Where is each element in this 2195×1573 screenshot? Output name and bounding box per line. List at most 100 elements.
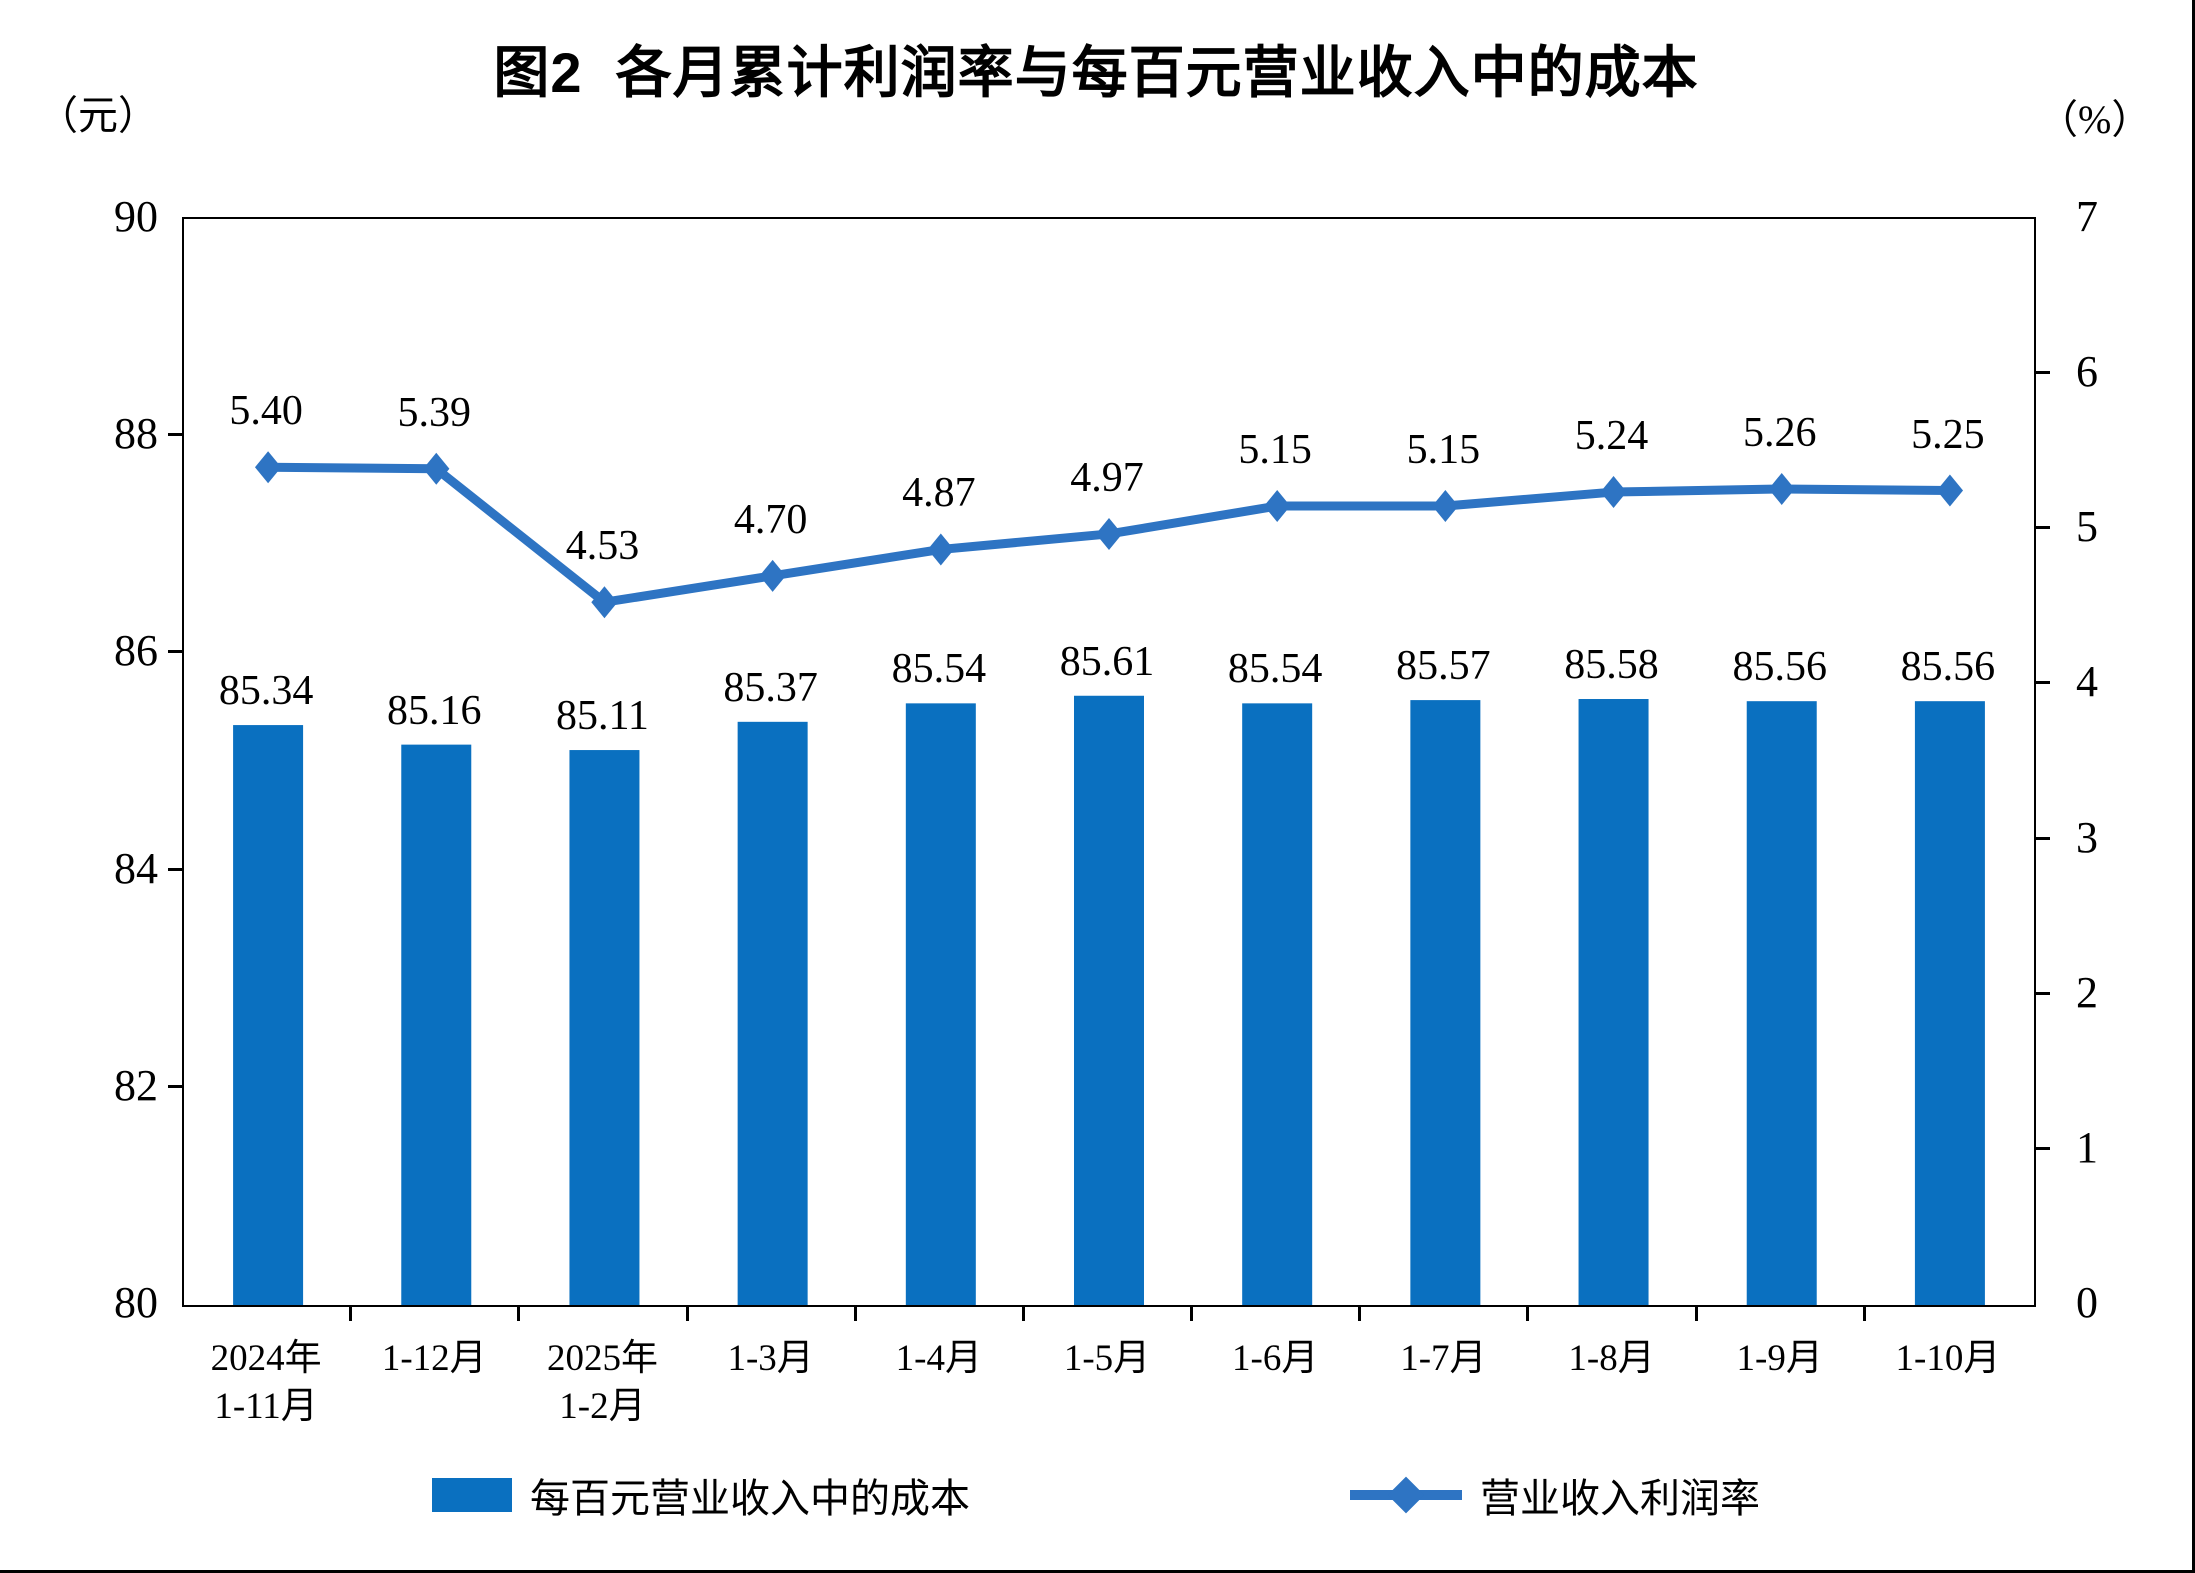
line-marker-icon [1432,490,1459,523]
bar-value-label: 85.61 [1059,638,1155,685]
line-value-label: 5.25 [1911,411,1985,458]
left-axis-tick [168,867,182,871]
right-axis-tick-label: 7 [2076,192,2098,241]
x-axis-category-line: 1-6月 [1232,1338,1319,1379]
right-axis-unit: （%） [2038,97,2152,142]
bar-value-label: 85.54 [1227,646,1323,693]
line-marker-icon [1264,490,1291,523]
x-axis-category-line: 1-10月 [1895,1338,2001,1379]
x-axis-category-line: 1-2月 [559,1386,646,1427]
line-value-label: 5.15 [1238,426,1312,473]
x-axis-tick [1526,1307,1530,1321]
x-axis-tick [853,1307,857,1321]
x-axis-category-label: 1-10月 [1895,1335,2000,1383]
x-axis-category-label: 1-6月 [1232,1335,1318,1383]
x-axis-category-line: 2025年 [546,1338,658,1379]
right-axis-tick [2036,1146,2050,1150]
line-value-label: 4.97 [1070,454,1144,501]
line-value-label: 4.70 [733,496,808,543]
x-axis-category-line: 2024年 [210,1338,322,1379]
legend-item-cost: 每百元营业收入中的成本 [432,1466,970,1524]
line-marker-icon [423,452,450,485]
x-axis-category-label: 2024年 1-11月 [211,1335,322,1431]
cost-bar [1242,703,1313,1305]
x-axis-category-line: 1-11月 [214,1386,318,1427]
x-axis-category-label: 1-9月 [1737,1335,1823,1383]
x-axis-tick [1694,1307,1698,1321]
x-axis-category-line: 1-4月 [895,1338,982,1379]
left-axis-tick-label: 90 [114,192,158,241]
bar-value-label: 85.54 [891,646,987,693]
line-marker-icon [1768,472,1795,505]
x-axis-tick [1862,1307,1866,1321]
cost-bar [1074,695,1144,1305]
bar-value-label: 85.57 [1396,643,1491,689]
line-marker-icon [759,559,786,592]
x-axis-tick [1190,1307,1194,1321]
line-value-label: 5.15 [1406,426,1481,473]
line-value-label: 5.26 [1742,409,1817,456]
right-axis-tick-label: 5 [2076,502,2098,552]
bar-value-label: 85.58 [1564,641,1659,688]
x-axis-category-label: 1-7月 [1400,1335,1486,1383]
left-axis-unit: （元） [38,93,158,138]
right-axis-tick-label: 4 [2076,657,2098,707]
cost-bar [1578,699,1649,1305]
bar-value-label: 85.16 [387,687,482,734]
left-axis-tick [168,650,182,654]
x-axis-tick [1358,1307,1362,1321]
legend: 每百元营业收入中的成本 营业收入利润率 [0,1466,2192,1524]
x-axis-category-label: 1-8月 [1568,1335,1654,1383]
left-axis-tick-label: 84 [114,843,158,893]
cost-bar [737,721,808,1305]
legend-label-profit: 营业收入利润率 [1480,1476,1760,1521]
cost-bar [233,725,304,1305]
right-axis-tick [2036,991,2050,995]
x-axis-category-line: 1-5月 [1063,1338,1151,1379]
bar-value-label: 85.56 [1900,644,1996,691]
left-axis-tick-label: 82 [114,1060,158,1110]
bar-value-label: 85.37 [723,664,818,711]
diamond-marker-icon [1387,1476,1425,1514]
line-marker-icon [254,451,282,484]
x-axis-category-label: 1-12月 [382,1335,487,1383]
line-marker-icon [1936,474,1964,507]
right-axis-tick-label: 0 [2076,1278,2098,1327]
x-axis-category-label: 1-3月 [727,1335,813,1383]
legend-item-profit: 营业收入利润率 [1350,1466,1760,1524]
line-series-swatch-icon [1350,1476,1462,1514]
line-value-label: 5.39 [397,389,472,436]
line-value-label: 4.87 [902,470,976,517]
right-axis-tick-label: 6 [2076,347,2098,397]
line-marker-icon [927,533,954,566]
bar-series-swatch-icon [432,1478,512,1512]
cost-bar [1746,701,1817,1305]
left-axis-tick-label: 88 [114,409,158,459]
line-value-label: 4.53 [565,523,640,570]
cost-bar [1914,701,1985,1305]
cost-bar [1410,700,1481,1305]
right-axis-tick [2036,526,2050,530]
cost-bar [569,750,640,1305]
bar-value-label: 85.11 [555,692,649,739]
left-axis-tick [168,433,182,437]
bar-value-label: 85.34 [218,667,314,714]
line-value-label: 5.40 [229,388,303,435]
x-axis-tick [349,1307,353,1321]
chart-canvas [233,451,1985,1305]
x-axis-category-line: 1-9月 [1736,1338,1823,1379]
right-axis-tick-label: 3 [2076,812,2098,862]
legend-label-cost: 每百元营业收入中的成本 [530,1476,970,1521]
line-marker-icon [1600,476,1627,509]
line-marker-icon [1095,517,1123,550]
left-axis-tick-label: 86 [114,626,158,676]
x-axis-category-line: 1-3月 [727,1338,814,1379]
right-axis-tick [2036,371,2050,375]
cost-bar [401,744,472,1305]
x-axis-category-label: 1-4月 [896,1335,982,1383]
x-axis-tick [517,1307,521,1321]
x-axis-tick [1021,1307,1025,1321]
right-axis-tick [2036,681,2050,685]
right-axis-tick [2036,836,2050,840]
